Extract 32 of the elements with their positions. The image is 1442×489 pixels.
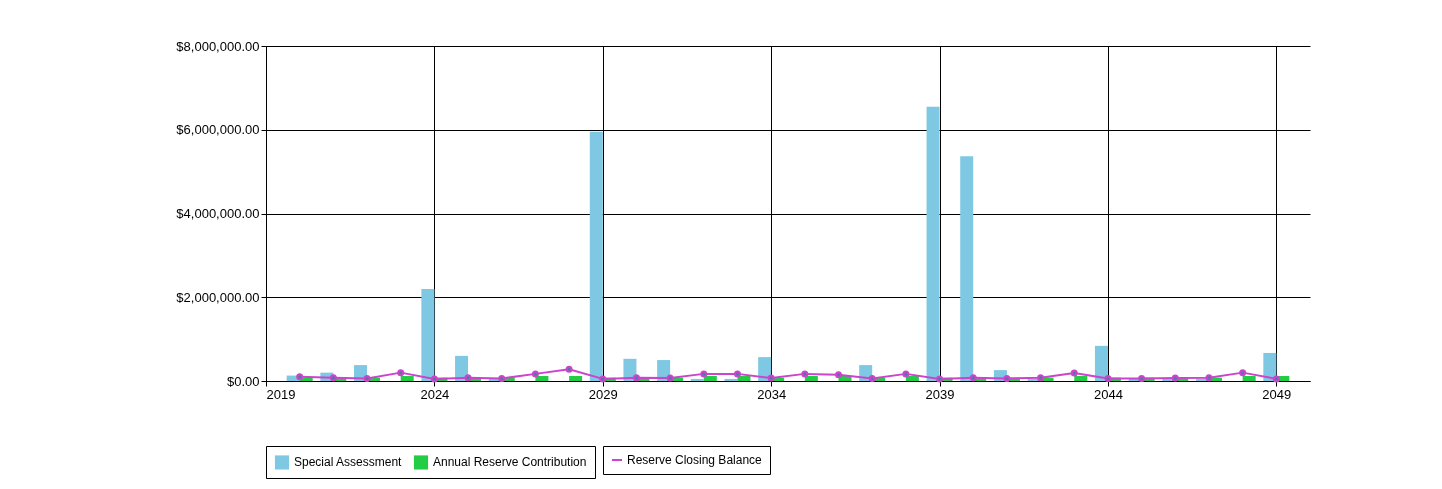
x-tick-label: 2044 (1093, 386, 1123, 402)
bar (804, 375, 818, 381)
y-tick-label: $4,000,000.00 (176, 206, 260, 221)
bar (535, 375, 549, 381)
x-tick-label: 2024 (420, 386, 450, 402)
bar (1074, 375, 1088, 381)
bar (905, 375, 919, 381)
bar (569, 375, 583, 381)
y-tick-label: $0.00 (226, 373, 260, 389)
bar (421, 288, 435, 381)
bar (1242, 375, 1256, 381)
bar (400, 375, 414, 381)
y-tick-label: $6,000,000.00 (176, 122, 260, 138)
bar (724, 378, 738, 381)
x-tick-label: 2034 (757, 386, 787, 402)
bar (1094, 345, 1108, 381)
legend-label: Annual Reserve Contribution (433, 455, 587, 470)
x-tick-label: 2019 (266, 386, 296, 402)
x-tick-label: 2029 (588, 386, 618, 402)
bar (960, 156, 974, 381)
bar (926, 106, 940, 381)
bar (690, 378, 704, 381)
y-tick-label: $8,000,000.00 (176, 38, 260, 54)
x-tick-label: 2039 (925, 386, 955, 402)
legend-label: Special Assessment (294, 455, 403, 470)
bar (589, 131, 603, 381)
x-tick-label: 2049 (1262, 386, 1292, 402)
legend-label: Reserve Closing Balance (627, 453, 763, 467)
bar (737, 375, 751, 381)
bar (1263, 352, 1277, 381)
y-tick-label: $2,000,000.00 (176, 289, 260, 305)
bar (703, 375, 717, 381)
